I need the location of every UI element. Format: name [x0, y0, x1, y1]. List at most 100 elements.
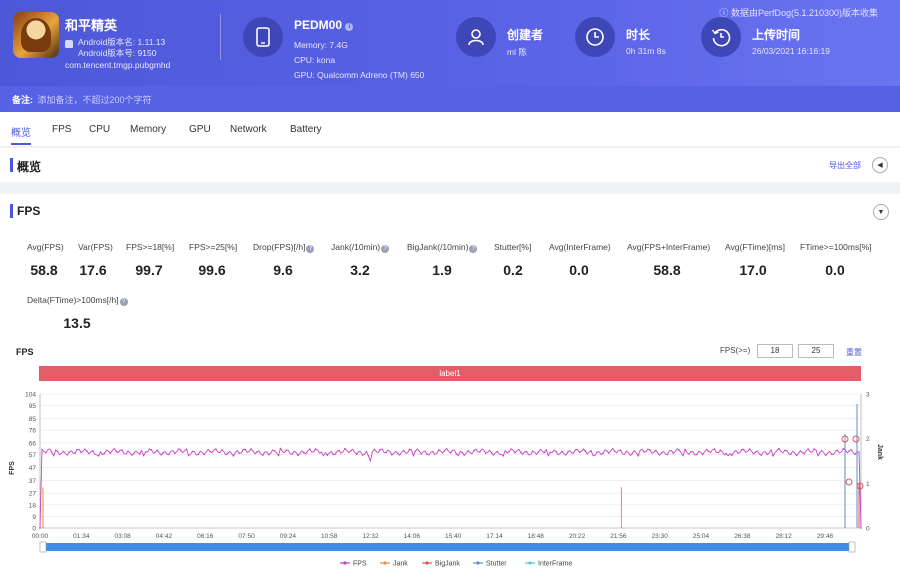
fps-point: [789, 453, 792, 455]
fps-point: [109, 452, 112, 454]
user-icon: [456, 17, 496, 57]
app-icon: [13, 12, 59, 58]
metric-value: 58.8: [653, 262, 681, 278]
fps-point: [273, 450, 276, 452]
fps-point: [537, 451, 540, 453]
fps-point: [473, 449, 475, 452]
fps-point: [807, 448, 809, 450]
fps-point: [848, 450, 851, 452]
tab-overview[interactable]: 概览: [11, 124, 31, 145]
fps-point: [138, 453, 141, 455]
y-tick-label: 57: [29, 452, 37, 459]
section-marker: [10, 204, 13, 218]
y-axis-label: FPS: [9, 461, 16, 475]
fps-point: [256, 451, 258, 453]
fps-point: [602, 452, 604, 455]
tab-fps[interactable]: FPS: [52, 124, 72, 135]
y-tick-label: 47: [29, 465, 37, 472]
legend-item: Stutter: [486, 561, 507, 568]
tab-bar: 概览 FPS CPU Memory GPU Network Battery: [0, 112, 900, 146]
time-range-slider: [44, 543, 851, 551]
overview-title: 概览: [17, 160, 42, 174]
fps-point: [209, 450, 211, 453]
collapse-down-icon[interactable]: ▼: [873, 204, 889, 220]
fps-point: [531, 450, 534, 453]
x-tick-label: 14:06: [404, 533, 421, 540]
fps-point: [819, 451, 821, 454]
export-all-link[interactable]: 导出全部: [829, 161, 861, 170]
fps-point: [684, 448, 686, 451]
version-code: Android版本号: 9150: [78, 48, 157, 58]
fps-point: [408, 448, 411, 451]
fps-point: [836, 449, 839, 452]
collapse-left-icon[interactable]: ◀: [872, 157, 888, 173]
fps-point: [115, 450, 117, 453]
device-info-icon[interactable]: i: [345, 23, 354, 31]
fps-point: [795, 454, 798, 457]
metric-label: FPS>=18[%]: [126, 242, 175, 252]
package-name: com.tencent.tmgp.pubgmhd: [65, 60, 171, 70]
fps-point: [367, 455, 370, 457]
fps-point: [80, 451, 82, 454]
fps-point: [121, 449, 123, 451]
fps-threshold-input-1[interactable]: 18: [757, 344, 793, 358]
y-tick-label: 27: [29, 491, 37, 498]
fps-point: [479, 451, 481, 453]
fps-point: [179, 449, 182, 452]
fps-point: [613, 450, 616, 453]
fps-threshold-input-2[interactable]: 25: [798, 344, 834, 358]
fps-point: [267, 453, 270, 456]
upload-value: 26/03/2021 16:16:19: [752, 46, 830, 56]
tab-gpu[interactable]: GPU: [189, 124, 211, 135]
fps-point: [62, 450, 65, 453]
metric-value: 99.7: [135, 262, 163, 278]
help-icon[interactable]: ?: [306, 245, 315, 253]
fps-point: [438, 449, 440, 451]
fps-point: [391, 454, 393, 456]
tab-battery[interactable]: Battery: [290, 124, 322, 135]
fps-point: [655, 449, 657, 452]
fps-point: [326, 454, 329, 456]
help-icon[interactable]: ?: [119, 298, 128, 306]
tab-memory[interactable]: Memory: [130, 124, 167, 135]
fps-point: [338, 449, 340, 452]
note-input[interactable]: 添加备注，不超过200个字符: [37, 95, 152, 105]
fps-point: [801, 451, 804, 454]
help-icon[interactable]: ?: [469, 245, 478, 253]
fps-point: [719, 449, 722, 451]
legend-item: BigJank: [435, 561, 460, 568]
x-tick-label: 23:30: [652, 533, 669, 540]
y-tick-label: 66: [29, 440, 37, 447]
fps-point: [625, 450, 628, 453]
label-bar[interactable]: label1: [39, 366, 861, 381]
help-icon[interactable]: ?: [381, 245, 390, 253]
fps-point: [396, 452, 399, 455]
reset-link[interactable]: 重置: [846, 348, 862, 357]
fps-point: [525, 450, 528, 453]
fps-point: [490, 452, 493, 454]
fps-point: [45, 451, 47, 454]
tab-network[interactable]: Network: [230, 124, 267, 135]
x-tick-label: 26:38: [734, 533, 751, 540]
y2-tick-label: 2: [866, 436, 870, 443]
metric-value: 1.9: [432, 262, 452, 278]
x-tick-label: 10:58: [321, 533, 338, 540]
fps-series-line: [39, 447, 862, 529]
x-tick-label: 00:00: [32, 533, 49, 540]
fps-point: [467, 450, 469, 452]
metric-label: Jank(/10min)?: [331, 242, 390, 253]
fps-point: [162, 452, 164, 454]
fps-point: [150, 449, 153, 451]
fps-point: [584, 450, 587, 452]
metric-value: 0.0: [825, 262, 845, 278]
fps-point: [250, 448, 252, 450]
fps-point: [766, 453, 768, 456]
fps-point: [74, 452, 76, 454]
fps-point: [414, 450, 417, 453]
tab-cpu[interactable]: CPU: [89, 124, 111, 135]
metric-label: Avg(FTime)[ms]: [725, 242, 785, 252]
fps-point: [133, 452, 135, 455]
metric-value: 99.6: [198, 262, 226, 278]
fps-point: [596, 451, 598, 453]
fps-point: [778, 447, 780, 450]
